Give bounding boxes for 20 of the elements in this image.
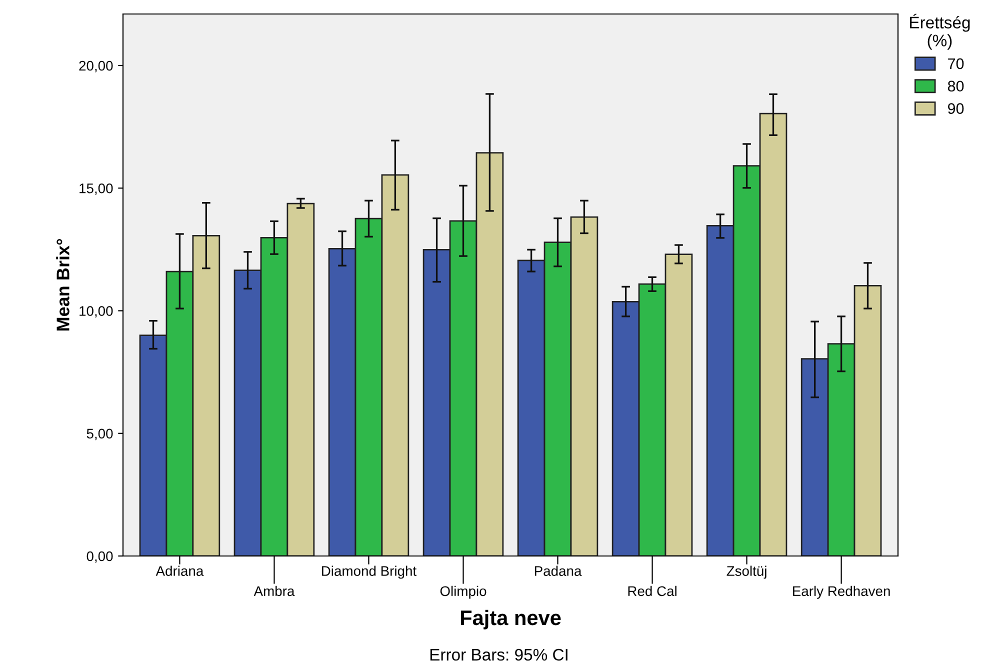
text: Error Bars: 95% CI [430,648,568,661]
x-tick-label: Padana [534,566,582,576]
x-tick-label: Adriana [156,566,204,576]
x-axis-title: Fajta neve [460,610,561,630]
legend-label: 90 [948,103,964,114]
y-tick-label: 5,00 [86,428,113,440]
y-axis-title: Mean Brix° [56,239,70,331]
x-tick-label: Zsoltüj [726,566,766,579]
x-tick-label: Early Redhaven [793,586,890,599]
x-tick-label: Red Cal [628,586,676,596]
x-tick-label: Olimpio [440,586,486,599]
x-tick-label: Diamond Bright [322,566,416,579]
legend-label: 70 [948,58,964,70]
y-tick-label: 0,00 [86,551,113,563]
y-tick-label: 20,00 [79,60,113,72]
legend-label: 80 [948,80,964,92]
legend-title: Érettség (%) [910,14,970,50]
y-tick-label: 15,00 [80,183,113,195]
y-tick-label: 10,00 [80,306,113,318]
x-tick-label: Ambra [254,586,295,596]
